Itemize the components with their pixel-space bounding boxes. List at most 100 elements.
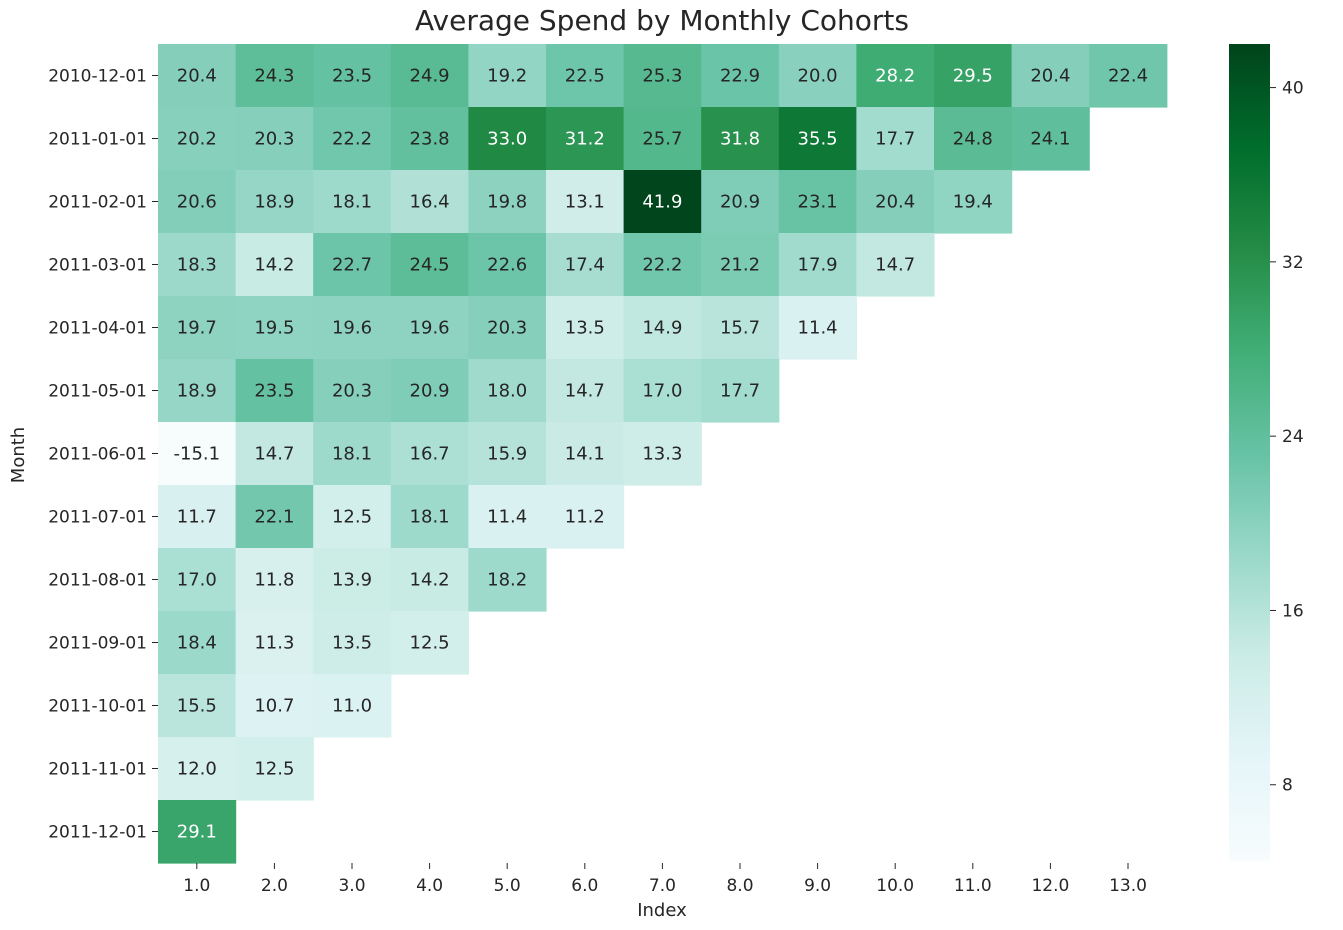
heatmap-cell [235, 422, 314, 486]
heatmap-cell [235, 44, 314, 108]
cell-value-label: 18.1 [332, 444, 372, 465]
heatmap-cell [158, 800, 237, 864]
y-tick-label: 2011-09-01 [48, 634, 147, 654]
cell-value-label: 11.8 [254, 570, 294, 591]
cell-value-label: 22.5 [565, 66, 605, 87]
cell-value-label: 11.4 [798, 318, 838, 339]
y-axis-label: Month [8, 427, 29, 483]
y-tick-label: 2011-12-01 [48, 823, 147, 843]
cell-value-label: 20.3 [254, 129, 294, 150]
cell-value-label: 14.2 [410, 570, 450, 591]
cell-value-label: 18.9 [177, 381, 217, 402]
heatmap-cell [390, 44, 469, 108]
heatmap-cell [468, 44, 547, 108]
cell-value-label: 22.2 [642, 255, 682, 276]
heatmap-cell [546, 485, 625, 549]
heatmap-cell [235, 485, 314, 549]
y-tick-label: 2011-06-01 [48, 445, 147, 465]
cell-value-label: 14.7 [875, 255, 915, 276]
heatmap-cell [623, 422, 702, 486]
heatmap-cell [778, 44, 857, 108]
cell-value-label: 20.0 [798, 66, 838, 87]
heatmap-cell [546, 170, 625, 234]
colorbar-ticks: 8 16 24 32 40 [1270, 79, 1304, 796]
cell-value-label: 18.4 [177, 633, 217, 654]
y-tick-label: 2011-01-01 [48, 130, 147, 150]
cell-value-label: 31.2 [565, 129, 605, 150]
cell-value-label: 13.5 [332, 633, 372, 654]
heatmap-cell [546, 359, 625, 423]
cell-value-label: 17.0 [177, 570, 217, 591]
heatmap-cell [390, 359, 469, 423]
heatmap-cell [701, 107, 780, 171]
x-axis-ticks: 1.0 2.0 3.0 4.0 5.0 6.0 7.0 8.0 9.0 10.0 11.0 12.0 1… [183, 863, 1147, 896]
cell-value-label: 20.4 [875, 192, 915, 213]
heatmap-cell [701, 233, 780, 297]
x-tick-label: 7.0 [649, 876, 676, 896]
cell-value-label: 22.2 [332, 129, 372, 150]
x-tick-label: 5.0 [494, 876, 521, 896]
colorbar [1229, 44, 1270, 861]
cell-value-label: 19.4 [953, 192, 993, 213]
heatmap-cell [546, 107, 625, 171]
heatmap-cell [856, 233, 935, 297]
heatmap-cell [158, 359, 237, 423]
heatmap-cell [934, 44, 1013, 108]
heatmap-cell [235, 548, 314, 612]
cell-value-label: 16.4 [410, 192, 450, 213]
colorbar-tick-label: 24 [1282, 427, 1304, 447]
heatmap-cell [235, 359, 314, 423]
cell-value-label: 21.2 [720, 255, 760, 276]
heatmap-cell [701, 170, 780, 234]
heatmap-cell [313, 107, 392, 171]
cell-value-label: 24.9 [410, 66, 450, 87]
x-tick-label: 11.0 [954, 876, 992, 896]
cell-value-label: 18.1 [332, 192, 372, 213]
cell-value-label: 12.5 [332, 507, 372, 528]
heatmap-cell [235, 737, 314, 801]
x-tick-label: 10.0 [876, 876, 914, 896]
cell-value-label: 25.3 [642, 66, 682, 87]
heatmap-cell [235, 107, 314, 171]
heatmap-cell [546, 233, 625, 297]
heatmap-cell [390, 611, 469, 675]
cell-value-label: 14.7 [565, 381, 605, 402]
cell-value-label: 13.9 [332, 570, 372, 591]
heatmap-cell [313, 44, 392, 108]
heatmap-cell [1011, 44, 1090, 108]
cell-value-label: 14.7 [254, 444, 294, 465]
cell-value-label: 41.9 [642, 192, 682, 213]
cell-value-label: 17.7 [720, 381, 760, 402]
cell-value-label: 19.2 [487, 66, 527, 87]
heatmap-cell [468, 359, 547, 423]
heatmap-cell [468, 422, 547, 486]
heatmap-cell [158, 674, 237, 738]
heatmap-cell [1011, 107, 1090, 171]
cell-value-label: 12.0 [177, 759, 217, 780]
heatmap-cell [390, 422, 469, 486]
heatmap-cell [390, 233, 469, 297]
heatmap-cell [468, 296, 547, 360]
heatmap-cell [390, 296, 469, 360]
cell-value-label: 19.5 [254, 318, 294, 339]
heatmap-cell [778, 233, 857, 297]
cell-value-label: 29.5 [953, 66, 993, 87]
colorbar-tick-label: 16 [1282, 601, 1304, 621]
cell-value-label: -15.1 [174, 444, 221, 465]
cell-value-label: 19.6 [332, 318, 372, 339]
y-tick-label: 2011-08-01 [48, 571, 147, 591]
heatmap-cells: 20.4 24.3 23.5 24.9 19.2 22.5 25.3 22.9 20.0 28.2… [158, 44, 1168, 864]
cell-value-label: 14.1 [565, 444, 605, 465]
cell-value-label: 20.4 [1030, 66, 1070, 87]
heatmap-cell [623, 170, 702, 234]
heatmap-cell [546, 44, 625, 108]
heatmap-cell [158, 737, 237, 801]
cell-value-label: 18.1 [410, 507, 450, 528]
heatmap-cell [158, 611, 237, 675]
cell-value-label: 31.8 [720, 129, 760, 150]
cell-value-label: 33.0 [487, 129, 527, 150]
cell-value-label: 19.7 [177, 318, 217, 339]
cell-value-label: 15.5 [177, 696, 217, 717]
cell-value-label: 20.3 [487, 318, 527, 339]
cell-value-label: 15.9 [487, 444, 527, 465]
